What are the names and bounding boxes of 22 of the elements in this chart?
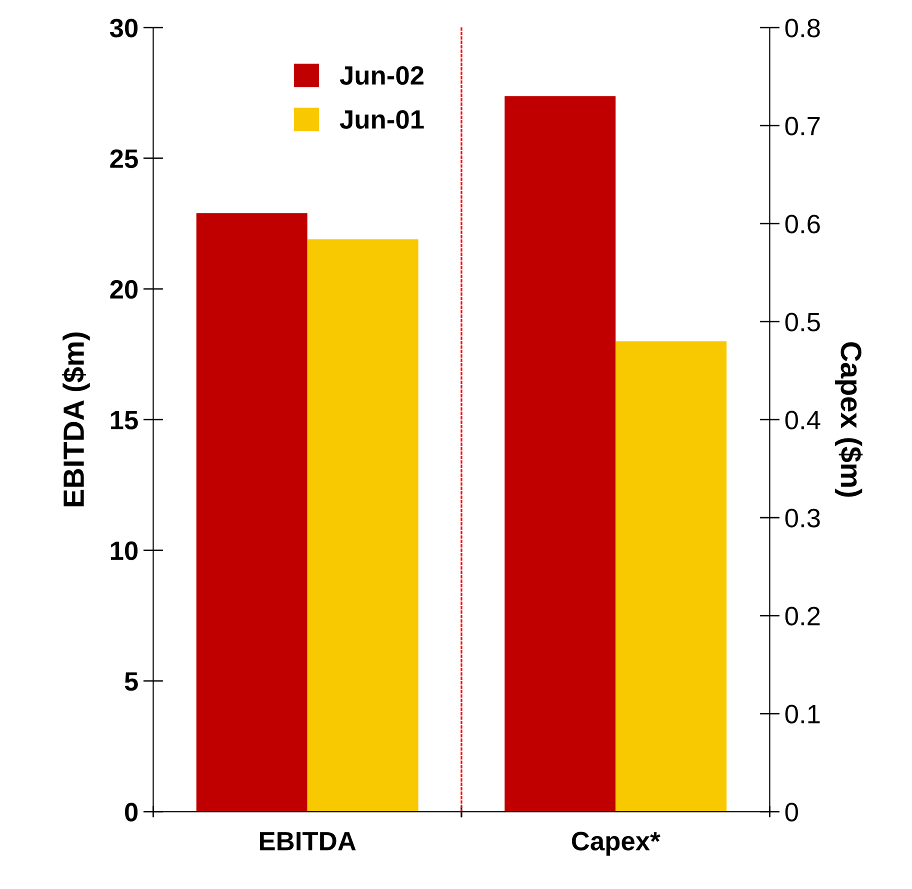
y-tick-label: 0.8 bbox=[785, 18, 820, 38]
y-tick-label: 0.1 bbox=[785, 704, 820, 724]
y-tick-label: 0.3 bbox=[785, 508, 820, 528]
legend-label: Jun-01 bbox=[340, 110, 424, 129]
y-axis-title: Capex ($m) bbox=[834, 342, 863, 497]
legend-label: Jun-02 bbox=[340, 66, 424, 85]
y-tick-label: 0.6 bbox=[785, 214, 820, 234]
y-tick-label: 0 bbox=[785, 802, 798, 822]
y-tick-label: 30 bbox=[110, 18, 138, 38]
y-tick-label: 0.2 bbox=[785, 606, 820, 626]
y-tick-label: 20 bbox=[110, 280, 138, 299]
y-tick-label: 5 bbox=[124, 672, 138, 691]
y-tick-label: 0 bbox=[125, 802, 138, 822]
y-axis-title: EBITDA ($m) bbox=[62, 332, 90, 506]
x-tick-label: Capex* bbox=[572, 832, 660, 856]
y-tick-label: 10 bbox=[110, 541, 138, 560]
y-tick-label: 0.7 bbox=[785, 116, 820, 136]
y-tick-label: 15 bbox=[110, 411, 138, 430]
y-tick-label: 0.5 bbox=[785, 312, 820, 332]
y-tick-label: 0.4 bbox=[785, 410, 820, 430]
y-tick-label: 25 bbox=[110, 149, 138, 168]
x-tick-label: EBITDA bbox=[260, 832, 356, 850]
